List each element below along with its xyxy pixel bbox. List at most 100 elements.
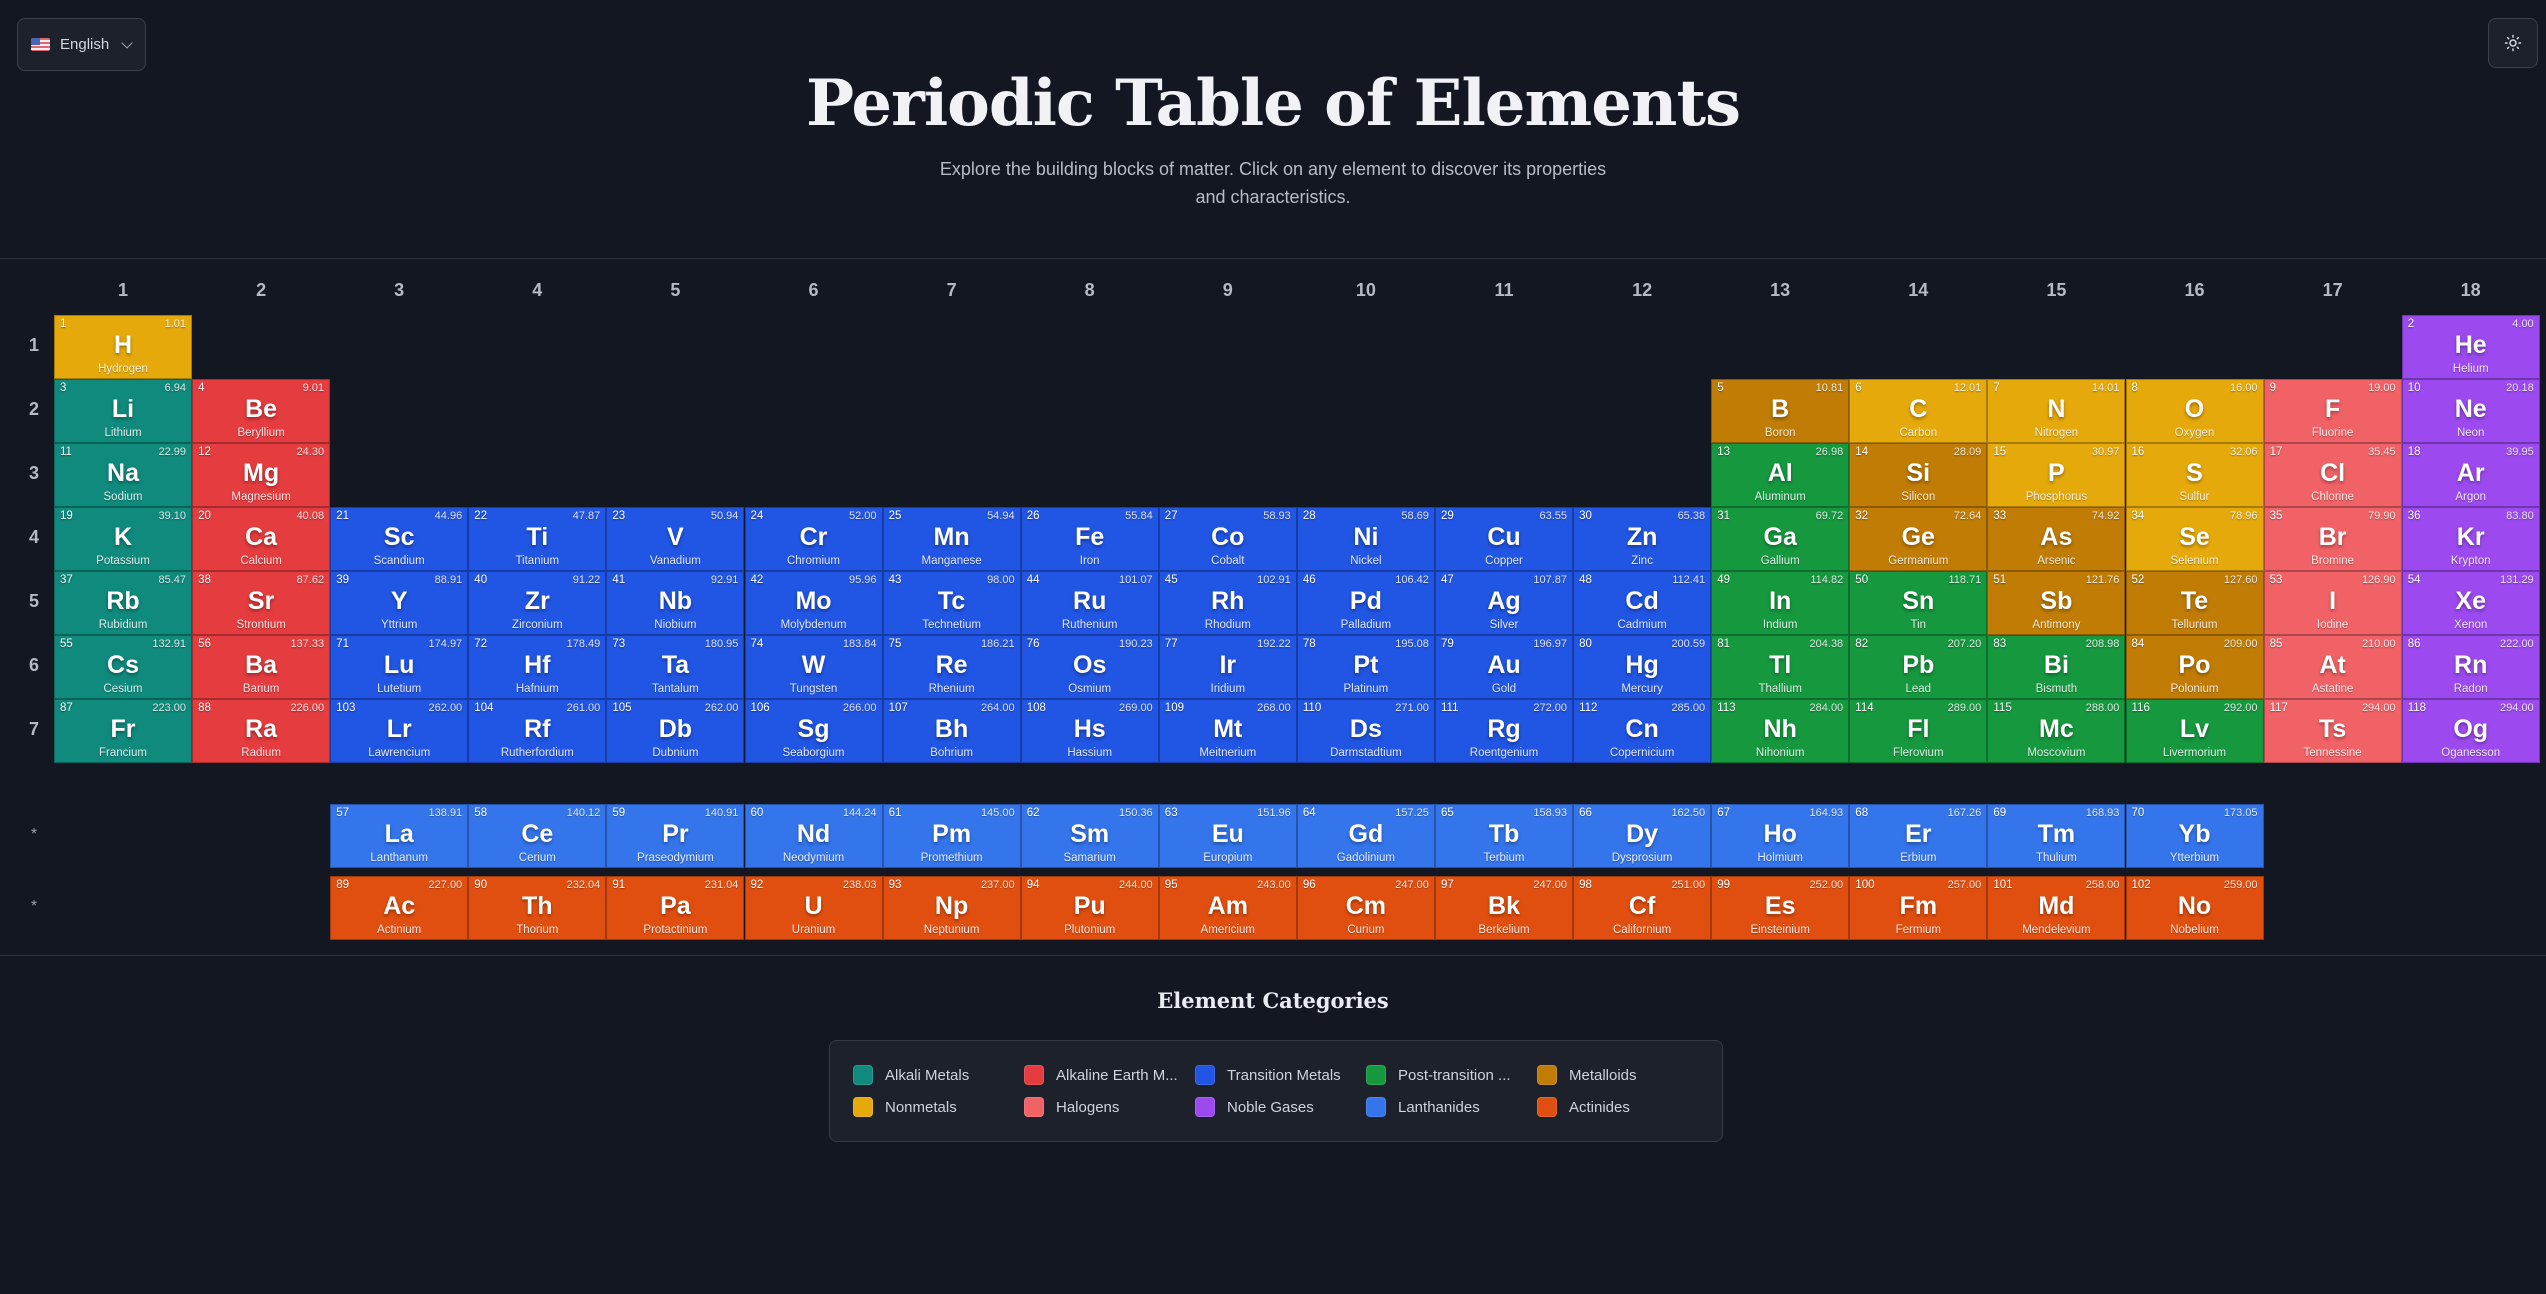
element-cell-ytterbium[interactable]: 70 173.05 Yb Ytterbium — [2125, 804, 2264, 868]
element-cell-sodium[interactable]: 11 22.99 Na Sodium — [54, 443, 192, 507]
element-cell-cadmium[interactable]: 48 112.41 Cd Cadmium — [1573, 571, 1712, 635]
element-cell-lutetium[interactable]: 71 174.97 Lu Lutetium — [330, 635, 469, 699]
element-cell-rutherfordium[interactable]: 104 261.00 Rf Rutherfordium — [468, 699, 607, 763]
element-cell-potassium[interactable]: 19 39.10 K Potassium — [54, 507, 192, 571]
element-cell-molybdenum[interactable]: 42 95.96 Mo Molybdenum — [744, 571, 883, 635]
legend-item-alkaline[interactable]: Alkaline Earth M... — [1024, 1065, 1178, 1085]
element-cell-nickel[interactable]: 28 58.69 Ni Nickel — [1296, 507, 1435, 571]
element-cell-chlorine[interactable]: 17 35.45 Cl Chlorine — [2263, 443, 2402, 507]
element-cell-ruthenium[interactable]: 44 101.07 Ru Ruthenium — [1020, 571, 1159, 635]
element-cell-neon[interactable]: 10 20.18 Ne Neon — [2401, 379, 2540, 443]
element-cell-bohrium[interactable]: 107 264.00 Bh Bohrium — [882, 699, 1021, 763]
element-cell-xenon[interactable]: 54 131.29 Xe Xenon — [2401, 571, 2540, 635]
element-cell-roentgenium[interactable]: 111 272.00 Rg Roentgenium — [1435, 699, 1573, 763]
legend-item-post[interactable]: Post-transition ... — [1366, 1065, 1511, 1085]
element-cell-uranium[interactable]: 92 238.03 U Uranium — [744, 876, 883, 940]
element-cell-dubnium[interactable]: 105 262.00 Db Dubnium — [606, 699, 745, 763]
element-cell-polonium[interactable]: 84 209.00 Po Polonium — [2125, 635, 2264, 699]
element-cell-mercury[interactable]: 80 200.59 Hg Mercury — [1573, 635, 1712, 699]
element-cell-radium[interactable]: 88 226.00 Ra Radium — [192, 699, 331, 763]
element-cell-gallium[interactable]: 31 69.72 Ga Gallium — [1711, 507, 1850, 571]
element-cell-sulfur[interactable]: 16 32.06 S Sulfur — [2125, 443, 2264, 507]
element-cell-tungsten[interactable]: 74 183.84 W Tungsten — [744, 635, 883, 699]
element-cell-oganesson[interactable]: 118 294.00 Og Oganesson — [2401, 699, 2540, 763]
element-cell-osmium[interactable]: 76 190.23 Os Osmium — [1020, 635, 1159, 699]
element-cell-nobelium[interactable]: 102 259.00 No Nobelium — [2125, 876, 2264, 940]
element-cell-calcium[interactable]: 20 40.08 Ca Calcium — [192, 507, 331, 571]
legend-item-actinide[interactable]: Actinides — [1537, 1097, 1630, 1117]
legend-item-nonmetal[interactable]: Nonmetals — [853, 1097, 957, 1117]
element-cell-seaborgium[interactable]: 106 266.00 Sg Seaborgium — [744, 699, 883, 763]
element-cell-palladium[interactable]: 46 106.42 Pd Palladium — [1296, 571, 1435, 635]
element-cell-radon[interactable]: 86 222.00 Rn Radon — [2401, 635, 2540, 699]
element-cell-tantalum[interactable]: 73 180.95 Ta Tantalum — [606, 635, 745, 699]
element-cell-yttrium[interactable]: 39 88.91 Y Yttrium — [330, 571, 469, 635]
element-cell-arsenic[interactable]: 33 74.92 As Arsenic — [1987, 507, 2126, 571]
element-cell-terbium[interactable]: 65 158.93 Tb Terbium — [1435, 804, 1573, 868]
element-cell-berkelium[interactable]: 97 247.00 Bk Berkelium — [1435, 876, 1573, 940]
legend-item-noble[interactable]: Noble Gases — [1195, 1097, 1314, 1117]
element-cell-lawrencium[interactable]: 103 262.00 Lr Lawrencium — [330, 699, 469, 763]
element-cell-antimony[interactable]: 51 121.76 Sb Antimony — [1987, 571, 2126, 635]
element-cell-darmstadtium[interactable]: 110 271.00 Ds Darmstadtium — [1296, 699, 1435, 763]
element-cell-meitnerium[interactable]: 109 268.00 Mt Meitnerium — [1158, 699, 1297, 763]
element-cell-phosphorus[interactable]: 15 30.97 P Phosphorus — [1987, 443, 2126, 507]
element-cell-germanium[interactable]: 32 72.64 Ge Germanium — [1849, 507, 1988, 571]
element-cell-silver[interactable]: 47 107.87 Ag Silver — [1435, 571, 1573, 635]
element-cell-aluminum[interactable]: 13 26.98 Al Aluminum — [1711, 443, 1850, 507]
element-cell-bromine[interactable]: 35 79.90 Br Bromine — [2263, 507, 2402, 571]
element-cell-titanium[interactable]: 22 47.87 Ti Titanium — [468, 507, 607, 571]
element-cell-gold[interactable]: 79 196.97 Au Gold — [1435, 635, 1573, 699]
element-cell-americium[interactable]: 95 243.00 Am Americium — [1158, 876, 1297, 940]
element-cell-hassium[interactable]: 108 269.00 Hs Hassium — [1020, 699, 1159, 763]
element-cell-argon[interactable]: 18 39.95 Ar Argon — [2401, 443, 2540, 507]
element-cell-iodine[interactable]: 53 126.90 I Iodine — [2263, 571, 2402, 635]
element-cell-barium[interactable]: 56 137.33 Ba Barium — [192, 635, 331, 699]
element-cell-livermorium[interactable]: 116 292.00 Lv Livermorium — [2125, 699, 2264, 763]
element-cell-astatine[interactable]: 85 210.00 At Astatine — [2263, 635, 2402, 699]
element-cell-niobium[interactable]: 41 92.91 Nb Niobium — [606, 571, 745, 635]
element-cell-strontium[interactable]: 38 87.62 Sr Strontium — [192, 571, 331, 635]
element-cell-lithium[interactable]: 3 6.94 Li Lithium — [54, 379, 192, 443]
element-cell-dysprosium[interactable]: 66 162.50 Dy Dysprosium — [1573, 804, 1712, 868]
legend-item-alkali[interactable]: Alkali Metals — [853, 1065, 969, 1085]
element-cell-erbium[interactable]: 68 167.26 Er Erbium — [1849, 804, 1988, 868]
element-cell-scandium[interactable]: 21 44.96 Sc Scandium — [330, 507, 469, 571]
element-cell-curium[interactable]: 96 247.00 Cm Curium — [1296, 876, 1435, 940]
element-cell-selenium[interactable]: 34 78.96 Se Selenium — [2125, 507, 2264, 571]
element-cell-hydrogen[interactable]: 1 1.01 H Hydrogen — [54, 315, 192, 379]
element-cell-manganese[interactable]: 25 54.94 Mn Manganese — [882, 507, 1021, 571]
element-cell-rubidium[interactable]: 37 85.47 Rb Rubidium — [54, 571, 192, 635]
element-cell-copernicium[interactable]: 112 285.00 Cn Copernicium — [1573, 699, 1712, 763]
element-cell-chromium[interactable]: 24 52.00 Cr Chromium — [744, 507, 883, 571]
legend-item-metalloid[interactable]: Metalloids — [1537, 1065, 1637, 1085]
element-cell-rhenium[interactable]: 75 186.21 Re Rhenium — [882, 635, 1021, 699]
element-cell-rhodium[interactable]: 45 102.91 Rh Rhodium — [1158, 571, 1297, 635]
element-cell-protactinium[interactable]: 91 231.04 Pa Protactinium — [606, 876, 745, 940]
element-cell-iron[interactable]: 26 55.84 Fe Iron — [1020, 507, 1159, 571]
element-cell-magnesium[interactable]: 12 24.30 Mg Magnesium — [192, 443, 331, 507]
element-cell-thallium[interactable]: 81 204.38 Tl Thallium — [1711, 635, 1850, 699]
element-cell-zirconium[interactable]: 40 91.22 Zr Zirconium — [468, 571, 607, 635]
element-cell-moscovium[interactable]: 115 288.00 Mc Moscovium — [1987, 699, 2126, 763]
element-cell-samarium[interactable]: 62 150.36 Sm Samarium — [1020, 804, 1159, 868]
element-cell-beryllium[interactable]: 4 9.01 Be Beryllium — [192, 379, 331, 443]
element-cell-lanthanum[interactable]: 57 138.91 La Lanthanum — [330, 804, 469, 868]
element-cell-tennessine[interactable]: 117 294.00 Ts Tennessine — [2263, 699, 2402, 763]
element-cell-krypton[interactable]: 36 83.80 Kr Krypton — [2401, 507, 2540, 571]
element-cell-technetium[interactable]: 43 98.00 Tc Technetium — [882, 571, 1021, 635]
element-cell-cesium[interactable]: 55 132.91 Cs Cesium — [54, 635, 192, 699]
element-cell-hafnium[interactable]: 72 178.49 Hf Hafnium — [468, 635, 607, 699]
legend-item-halogen[interactable]: Halogens — [1024, 1097, 1119, 1117]
element-cell-gadolinium[interactable]: 64 157.25 Gd Gadolinium — [1296, 804, 1435, 868]
element-cell-boron[interactable]: 5 10.81 B Boron — [1711, 379, 1850, 443]
element-cell-californium[interactable]: 98 251.00 Cf Californium — [1573, 876, 1712, 940]
element-cell-copper[interactable]: 29 63.55 Cu Copper — [1435, 507, 1573, 571]
element-cell-thorium[interactable]: 90 232.04 Th Thorium — [468, 876, 607, 940]
element-cell-bismuth[interactable]: 83 208.98 Bi Bismuth — [1987, 635, 2126, 699]
element-cell-nitrogen[interactable]: 7 14.01 N Nitrogen — [1987, 379, 2126, 443]
element-cell-mendelevium[interactable]: 101 258.00 Md Mendelevium — [1987, 876, 2126, 940]
element-cell-tellurium[interactable]: 52 127.60 Te Tellurium — [2125, 571, 2264, 635]
element-cell-helium[interactable]: 2 4.00 He Helium — [2401, 315, 2540, 379]
element-cell-nihonium[interactable]: 113 284.00 Nh Nihonium — [1711, 699, 1850, 763]
